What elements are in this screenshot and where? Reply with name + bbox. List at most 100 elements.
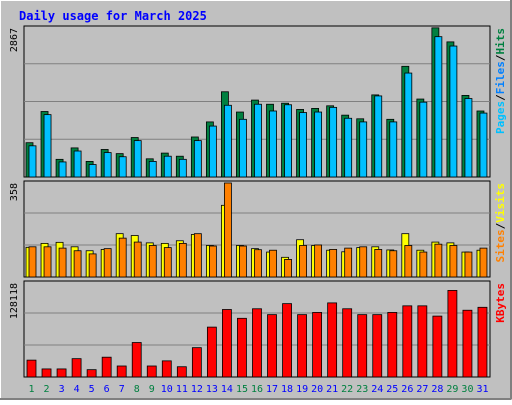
files-bar-day-11 (178, 158, 187, 178)
x-tick-label-day-15: 15 (236, 384, 248, 395)
sites-bar-day-6 (103, 248, 112, 278)
x-tick-label-day-22: 22 (341, 384, 353, 395)
files-bar-day-3 (58, 161, 67, 178)
kbytes-bar-day-28 (432, 315, 443, 378)
legend-kbytes: KBytes (494, 283, 507, 323)
files-bar-day-19 (299, 112, 307, 178)
files-bar-day-2 (43, 114, 52, 178)
legend-separator: / (494, 94, 507, 101)
files-bar-day-7 (118, 156, 127, 178)
files-bar-day-18 (284, 104, 292, 178)
files-bar-day-20 (314, 111, 323, 178)
sites-bar-day-8 (133, 241, 142, 278)
sites-bar-day-22 (344, 247, 353, 278)
x-tick-label-day-19: 19 (296, 384, 308, 395)
panel-1-legend: Pages/Files/Hits (494, 28, 507, 134)
panel-3-ymax-label: 128118 (9, 283, 20, 319)
sites-bar-day-14 (224, 182, 232, 278)
legend-visits: Visits (494, 183, 507, 223)
x-tick-label-day-20: 20 (311, 384, 323, 395)
bars (25, 27, 488, 378)
panel-2-ymax-label: 358 (9, 183, 20, 201)
x-tick-label-day-7: 7 (119, 384, 125, 395)
sites-bar-day-11 (178, 242, 187, 278)
x-tick-label-day-6: 6 (104, 384, 110, 395)
files-bar-day-24 (374, 95, 383, 178)
x-tick-label-day-4: 4 (74, 384, 80, 395)
sites-bar-day-30 (464, 251, 473, 278)
sites-bar-day-2 (43, 246, 52, 278)
sites-bar-day-20 (314, 244, 323, 278)
kbytes-bar-day-23 (357, 314, 368, 378)
legend-separator: / (494, 54, 507, 61)
x-tick-label-day-31: 31 (476, 384, 488, 395)
x-tick-label-day-16: 16 (251, 384, 263, 395)
files-bar-day-15 (239, 118, 247, 178)
kbytes-bar-day-16 (252, 308, 262, 378)
legend-pages: Pages (494, 101, 507, 134)
sites-bar-day-13 (208, 245, 217, 278)
x-tick-label-day-12: 12 (191, 384, 203, 395)
kbytes-bar-day-14 (222, 309, 232, 378)
x-tick-label-day-17: 17 (266, 384, 278, 395)
chart-title: Daily usage for March 2025 (19, 9, 207, 23)
sites-bar-day-26 (404, 245, 413, 278)
files-bar-day-12 (193, 140, 202, 178)
labels: 2867358128118Pages/Files/HitsSites/Visit… (9, 28, 507, 395)
x-tick-label-day-29: 29 (446, 384, 458, 395)
kbytes-bar-day-4 (71, 358, 82, 378)
files-bar-day-1 (28, 145, 37, 178)
sites-bar-day-12 (193, 233, 202, 278)
files-bar-day-25 (389, 121, 398, 178)
files-bar-day-14 (224, 104, 232, 178)
files-bar-day-30 (464, 98, 473, 178)
kbytes-bar-day-9 (146, 365, 157, 378)
kbytes-bar-day-24 (372, 314, 383, 378)
sites-bar-day-27 (419, 251, 428, 278)
kbytes-bar-day-11 (176, 366, 187, 378)
kbytes-bar-day-1 (26, 359, 37, 378)
panel-1-ymax-label: 2867 (9, 28, 20, 52)
sites-bar-day-18 (284, 259, 292, 278)
legend-sites: Sites (494, 229, 507, 262)
files-bar-day-22 (344, 117, 353, 178)
x-tick-label-day-26: 26 (401, 384, 413, 395)
files-bar-day-10 (163, 155, 172, 178)
legend-hits: Hits (494, 28, 507, 55)
files-bar-day-5 (88, 164, 97, 178)
x-tick-label-day-18: 18 (281, 384, 293, 395)
sites-bar-day-7 (118, 237, 127, 278)
sites-bar-day-16 (254, 249, 262, 278)
sites-bar-day-31 (479, 247, 488, 278)
legend-separator: / (494, 222, 507, 229)
x-tick-label-day-10: 10 (161, 384, 173, 395)
x-tick-label-day-30: 30 (461, 384, 473, 395)
files-bar-day-13 (208, 125, 217, 178)
files-bar-day-29 (449, 45, 458, 178)
files-bar-day-9 (148, 161, 157, 178)
kbytes-bar-day-3 (56, 368, 67, 378)
kbytes-bar-day-6 (101, 356, 112, 378)
kbytes-bar-day-31 (477, 306, 488, 378)
sites-bar-day-23 (359, 246, 368, 278)
sites-bar-day-24 (374, 249, 383, 278)
kbytes-bar-day-8 (131, 342, 142, 378)
kbytes-bar-day-5 (86, 369, 97, 378)
x-tick-label-day-2: 2 (44, 384, 50, 395)
x-tick-label-day-13: 13 (206, 384, 218, 395)
kbytes-bar-day-17 (267, 314, 277, 378)
kbytes-bar-day-10 (161, 360, 172, 378)
files-bar-day-16 (254, 103, 262, 178)
sites-bar-day-19 (299, 245, 307, 278)
sites-bar-day-15 (239, 245, 247, 278)
sites-bar-day-10 (163, 247, 172, 278)
kbytes-bar-day-18 (282, 303, 292, 378)
kbytes-bar-day-13 (206, 326, 217, 378)
x-tick-label-day-8: 8 (134, 384, 140, 395)
sites-bar-day-3 (58, 247, 67, 278)
sites-bar-day-5 (88, 253, 97, 278)
files-bar-day-26 (404, 72, 413, 178)
sites-bar-day-29 (449, 245, 458, 278)
x-tick-label-day-1: 1 (29, 384, 35, 395)
